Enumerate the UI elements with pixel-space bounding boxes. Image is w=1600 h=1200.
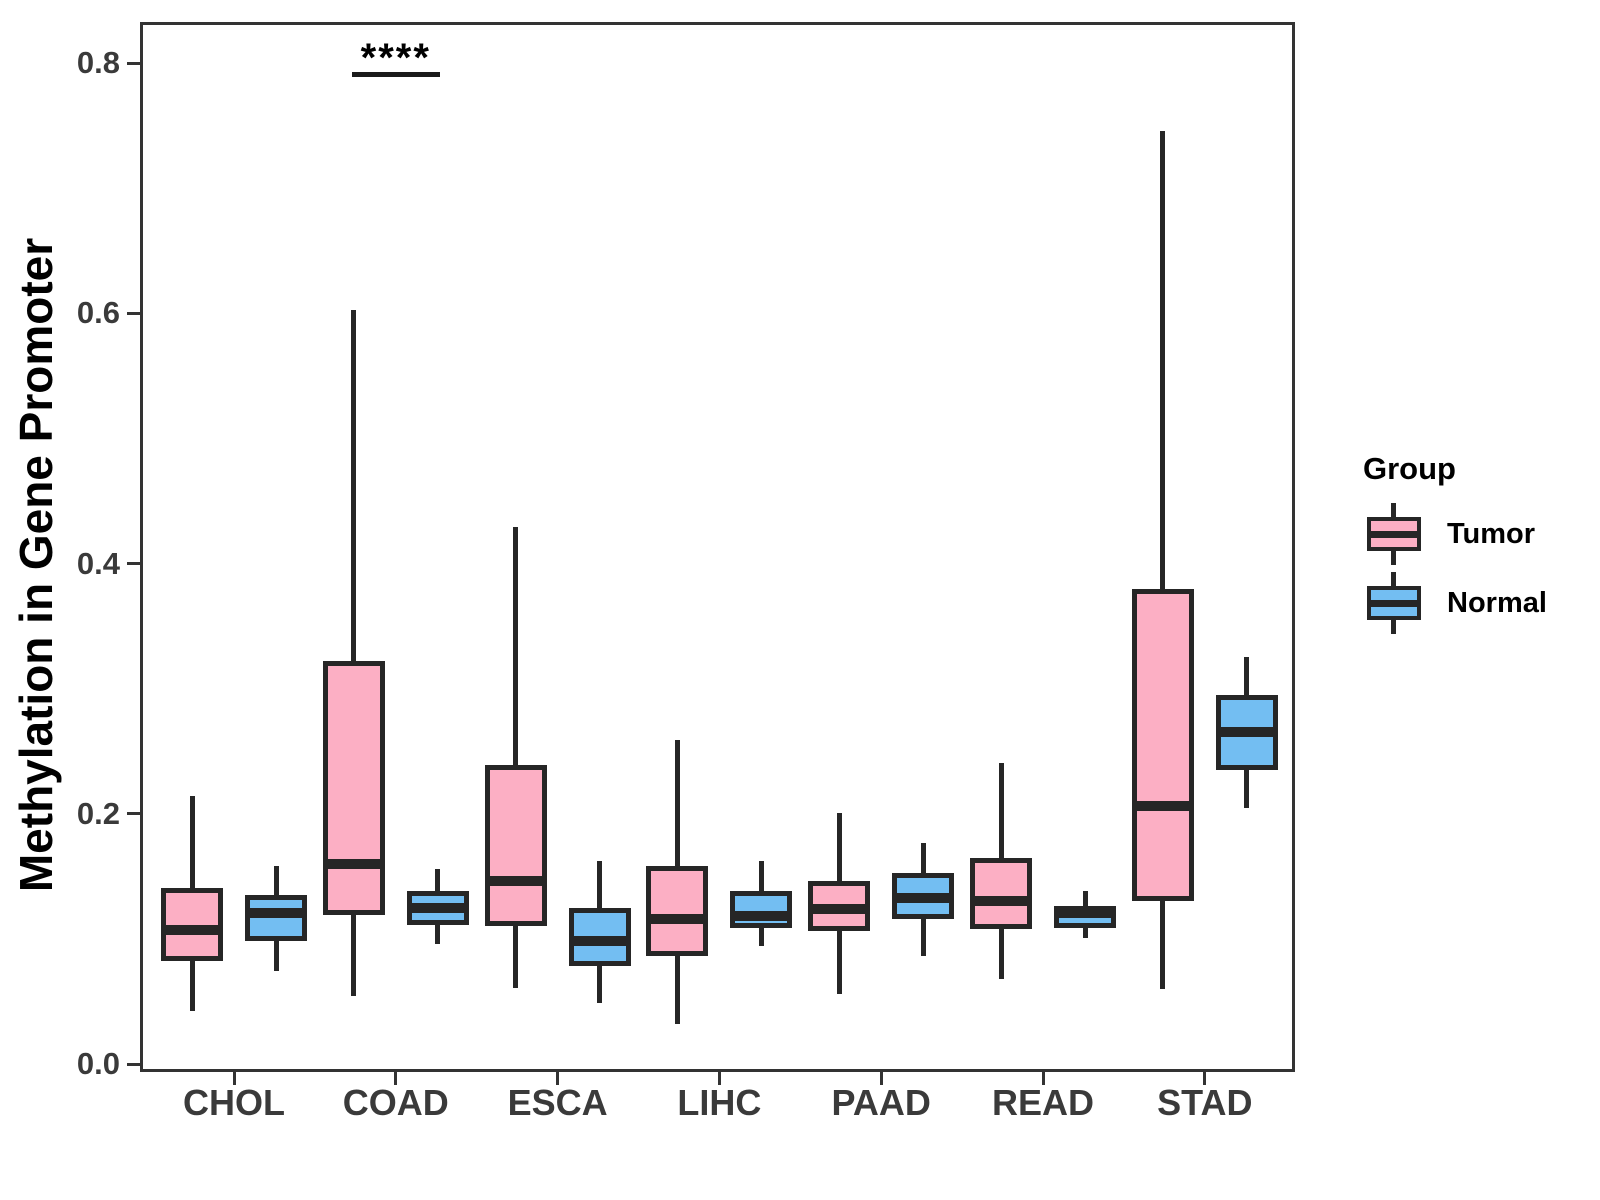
x-category-label-LIHC: LIHC: [677, 1082, 762, 1123]
tumor-ESCA-box: [484, 765, 547, 927]
x-tick-LIHC: [717, 1072, 721, 1085]
tumor-ESCA-median: [484, 876, 547, 887]
y-tick-0.8: [127, 61, 140, 65]
tumor-COAD-box: [322, 661, 385, 916]
tumor-ESCA-whisker: [513, 527, 519, 988]
y-tick-label-0.6: 0.6: [76, 295, 120, 331]
y-tick-label-0.4: 0.4: [76, 545, 120, 581]
legend: Group Tumor Normal: [1363, 452, 1583, 634]
normal-boxplot-key-icon: [1363, 572, 1425, 634]
legend-label-tumor: Tumor: [1447, 518, 1536, 550]
normal-PAAD-median: [892, 892, 955, 903]
tumor-PAAD-median: [808, 903, 871, 914]
x-tick-PAAD: [879, 1072, 883, 1085]
key-median: [1367, 531, 1421, 538]
x-tick-READ: [1041, 1072, 1045, 1085]
x-category-label-CHOL: CHOL: [183, 1082, 285, 1123]
x-category-label-PAAD: PAAD: [831, 1082, 931, 1123]
tumor-COAD-whisker: [351, 309, 357, 997]
tumor-STAD-whisker: [1160, 130, 1166, 989]
legend-item-normal: Normal: [1363, 572, 1583, 634]
legend-label-normal: Normal: [1447, 587, 1547, 619]
significance-line: [351, 71, 440, 77]
x-tick-ESCA: [556, 1072, 560, 1085]
tumor-LIHC-median: [646, 913, 709, 924]
significance-stars: ****: [360, 35, 431, 80]
tumor-boxplot-key-icon: [1363, 503, 1425, 565]
normal-READ-median: [1054, 907, 1116, 918]
plot-panel: [140, 22, 1295, 1072]
normal-ESCA-median: [568, 936, 631, 947]
tumor-STAD-median: [1131, 801, 1194, 812]
x-category-label-COAD: COAD: [342, 1082, 449, 1123]
key-median: [1367, 600, 1421, 607]
y-tick-label-0.8: 0.8: [76, 45, 120, 81]
tumor-READ-box: [970, 857, 1032, 929]
y-tick-label-0.0: 0.0: [76, 1046, 120, 1081]
normal-LIHC-box: [730, 891, 793, 928]
x-tick-CHOL: [232, 1072, 236, 1085]
tumor-COAD-median: [322, 858, 385, 869]
normal-LIHC-median: [730, 911, 793, 922]
y-tick-0.4: [127, 562, 140, 566]
y-tick-0.6: [127, 311, 140, 315]
y-tick-0.2: [127, 812, 140, 816]
normal-STAD-median: [1215, 727, 1278, 738]
tumor-READ-median: [970, 896, 1032, 907]
x-category-label-READ: READ: [991, 1082, 1094, 1123]
tumor-STAD-box: [1131, 588, 1194, 902]
tumor-LIHC-box: [646, 866, 709, 957]
x-tick-COAD: [394, 1072, 398, 1085]
y-tick-0.0: [127, 1062, 140, 1066]
x-category-label-STAD: STAD: [1157, 1082, 1253, 1123]
x-tick-STAD: [1203, 1072, 1207, 1085]
y-tick-label-0.2: 0.2: [76, 795, 120, 831]
tumor-CHOL-median: [161, 925, 223, 936]
tumor-CHOL-box: [161, 887, 223, 962]
legend-title: Group: [1363, 451, 1456, 486]
normal-CHOL-box: [245, 895, 307, 942]
legend-item-tumor: Tumor: [1363, 503, 1583, 565]
normal-CHOL-median: [245, 907, 307, 918]
normal-COAD-median: [406, 902, 469, 913]
x-category-label-ESCA: ESCA: [507, 1082, 608, 1123]
